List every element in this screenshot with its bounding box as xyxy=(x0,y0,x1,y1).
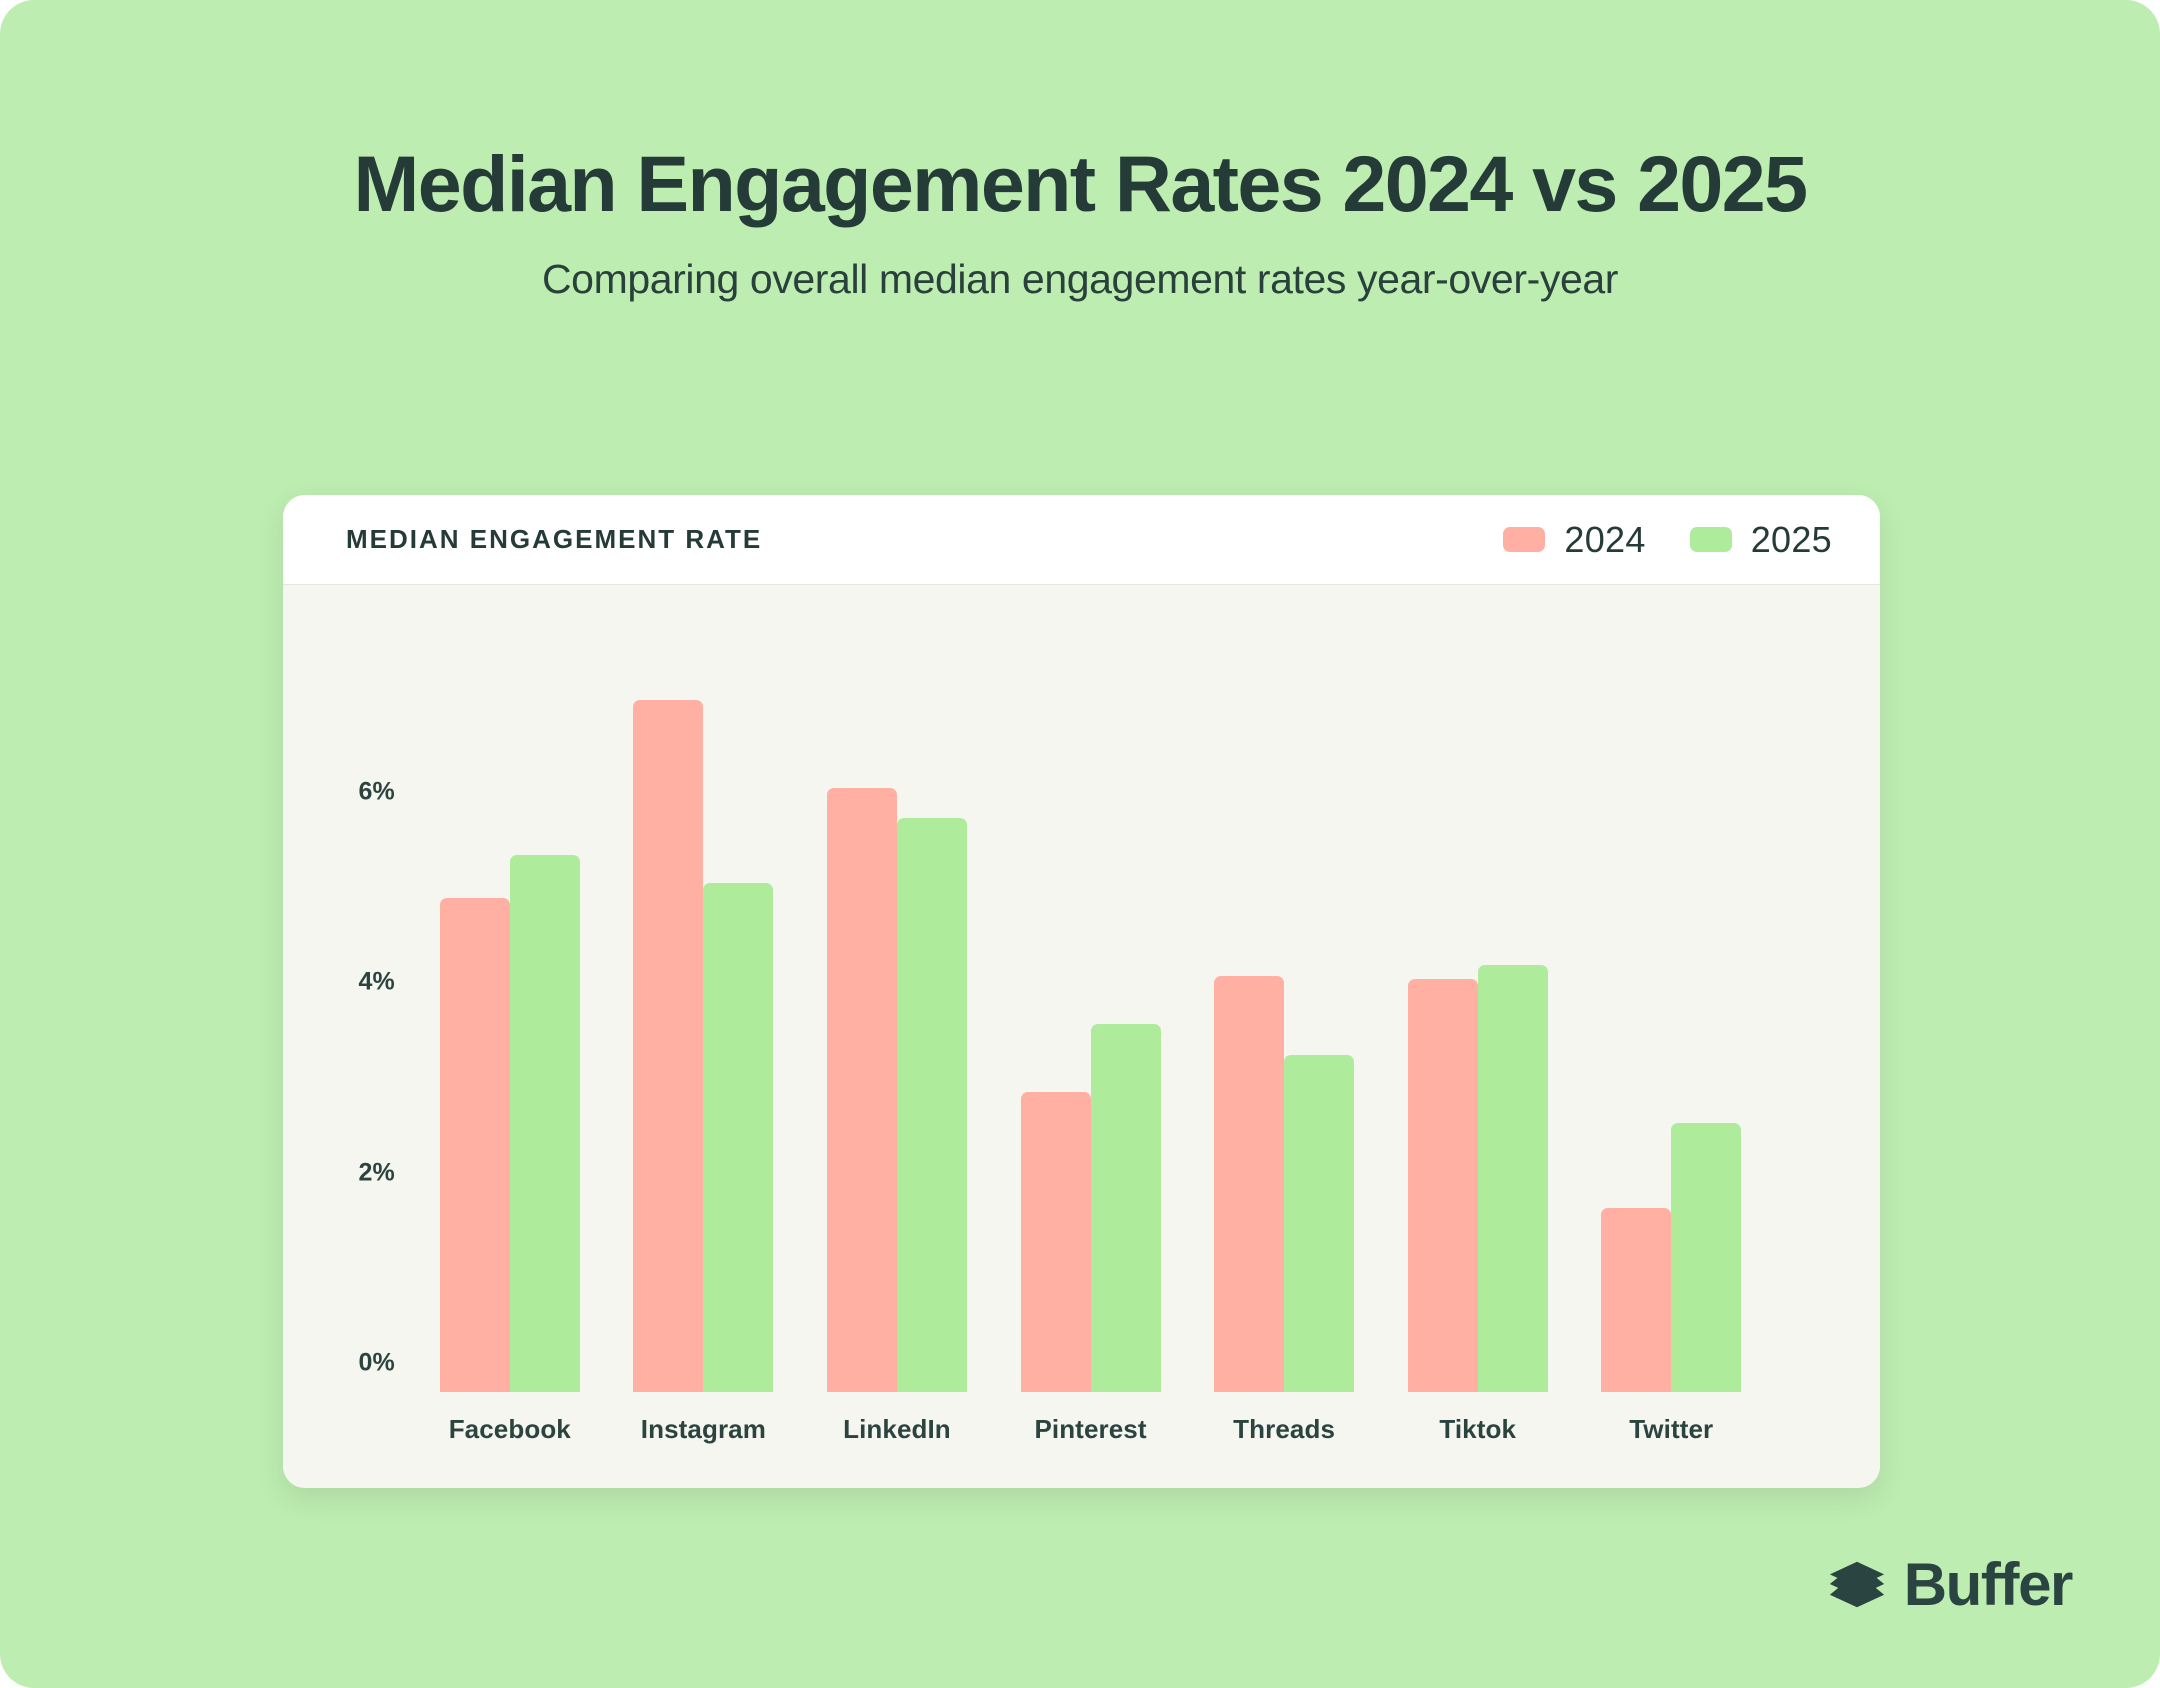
bar-pair xyxy=(826,788,967,1392)
heading-block: Median Engagement Rates 2024 vs 2025 Com… xyxy=(0,139,2160,306)
bar-linkedin-2025[interactable] xyxy=(896,817,967,1392)
x-axis-label-linkedin: LinkedIn xyxy=(843,1414,951,1444)
page-subtitle: Comparing overall median engagement rate… xyxy=(541,256,1619,303)
bar-pinterest-2025[interactable] xyxy=(1090,1024,1161,1392)
bar-pair xyxy=(1020,1024,1161,1392)
bar-threads-2024[interactable] xyxy=(1214,975,1285,1392)
legend-swatch-2024 xyxy=(1503,527,1546,552)
bar-instagram-2024[interactable] xyxy=(633,699,704,1392)
bar-linkedin-2024[interactable] xyxy=(826,788,897,1392)
x-axis-label-pinterest: Pinterest xyxy=(1034,1414,1147,1444)
stacked-layers-icon xyxy=(1829,1561,1884,1608)
bar-pair xyxy=(1601,1123,1742,1392)
x-axis-label-instagram: Instagram xyxy=(640,1414,766,1444)
y-axis-tick-label: 4% xyxy=(358,967,395,996)
legend-label: 2025 xyxy=(1750,518,1832,560)
plot-area: 0% 2% 4% 6% Facebook Instagram LinkedIn Pinter… xyxy=(283,585,1880,1487)
x-axis-label-tiktok: Tiktok xyxy=(1439,1414,1517,1444)
y-axis-tick-label: 6% xyxy=(358,777,395,805)
bar-group-pinterest: Pinterest xyxy=(994,585,1188,1487)
y-axis: 0% 2% 4% 6% xyxy=(283,585,413,1487)
x-axis-label-threads: Threads xyxy=(1233,1414,1336,1444)
bar-tiktok-2024[interactable] xyxy=(1407,978,1478,1392)
bar-group-twitter: Twitter xyxy=(1574,585,1768,1487)
bar-tiktok-2025[interactable] xyxy=(1477,965,1548,1392)
buffer-logo: Buffer xyxy=(1826,1551,2074,1618)
bar-facebook-2025[interactable] xyxy=(509,854,580,1392)
bar-pair xyxy=(1214,975,1355,1392)
bar-group-facebook: Facebook xyxy=(413,585,607,1487)
page-title: Median Engagement Rates 2024 vs 2025 xyxy=(353,139,1808,228)
legend-swatch-2025 xyxy=(1689,527,1732,552)
legend-entry-2024[interactable]: 2024 xyxy=(1503,518,1646,560)
bar-pair xyxy=(633,699,774,1392)
chart-card-header: MEDIAN ENGAGEMENT RATE 2024 2025 xyxy=(283,495,1880,585)
y-axis-tick-label: 0% xyxy=(358,1348,395,1377)
y-axis-tick-label: 2% xyxy=(358,1158,395,1186)
bar-group-threads: Threads xyxy=(1187,585,1381,1487)
bar-pair xyxy=(439,854,580,1392)
bar-twitter-2025[interactable] xyxy=(1671,1123,1742,1392)
bar-pair xyxy=(1407,965,1548,1392)
bar-group-instagram: Instagram xyxy=(607,585,801,1487)
buffer-wordmark: Buffer xyxy=(1903,1551,2074,1618)
chart-card: MEDIAN ENGAGEMENT RATE 2024 2025 0% 2% 4% 6%… xyxy=(283,495,1880,1488)
legend-label: 2024 xyxy=(1564,518,1646,560)
bar-group-linkedin: LinkedIn xyxy=(800,585,994,1487)
x-axis-label-facebook: Facebook xyxy=(448,1414,571,1444)
bar-instagram-2025[interactable] xyxy=(703,883,774,1392)
x-axis-label-twitter: Twitter xyxy=(1629,1414,1714,1444)
bar-pinterest-2024[interactable] xyxy=(1020,1091,1091,1392)
bar-facebook-2024[interactable] xyxy=(439,897,510,1392)
bar-group-tiktok: Tiktok xyxy=(1381,585,1575,1487)
bar-threads-2025[interactable] xyxy=(1284,1054,1355,1392)
plot-bars-region: Facebook Instagram LinkedIn Pinterest Thread… xyxy=(413,585,1768,1487)
chart-legend: 2024 2025 xyxy=(1503,518,1832,560)
chart-title: MEDIAN ENGAGEMENT RATE xyxy=(346,524,763,554)
bar-twitter-2024[interactable] xyxy=(1601,1208,1672,1392)
legend-entry-2025[interactable]: 2025 xyxy=(1689,518,1832,560)
bar-groups: Facebook Instagram LinkedIn Pinterest Thread… xyxy=(413,585,1768,1487)
